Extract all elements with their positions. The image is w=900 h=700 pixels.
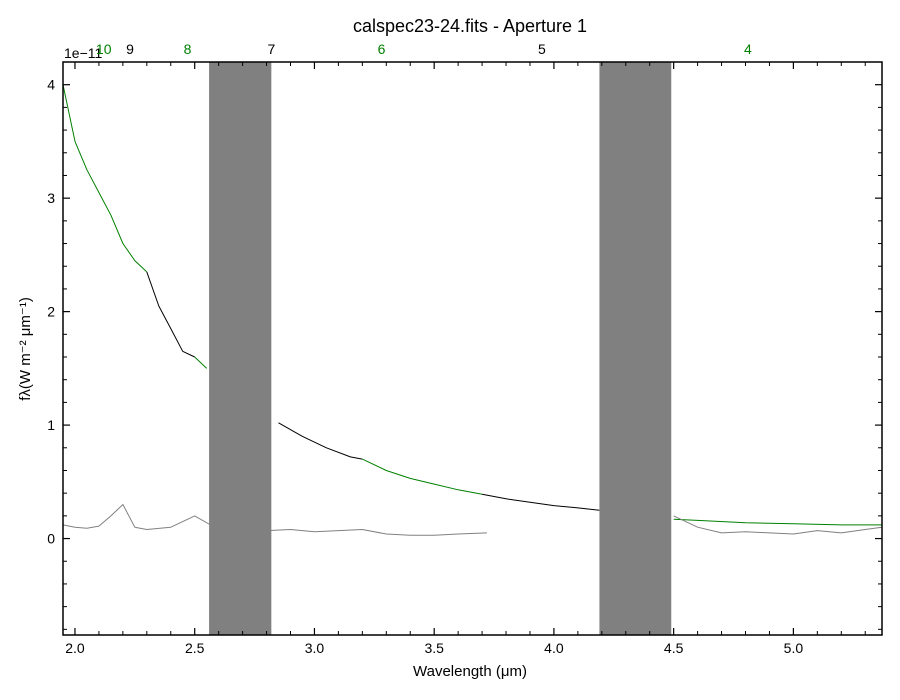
y-tick-label: 0 bbox=[47, 531, 55, 547]
order-labels: 10 9 8 7 6 5 4 bbox=[96, 41, 752, 57]
order-label: 9 bbox=[126, 41, 134, 57]
x-tick-label: 3.5 bbox=[424, 640, 444, 656]
y-offset-label: 1e−11 bbox=[64, 45, 102, 61]
order-label: 4 bbox=[744, 41, 752, 57]
series-line-4 bbox=[278, 422, 363, 460]
y-tick-label: 1 bbox=[47, 417, 55, 433]
series-line-2 bbox=[146, 271, 195, 358]
series-line-3 bbox=[194, 356, 208, 369]
x-tick-label: 2.0 bbox=[65, 640, 85, 656]
series-line-5 bbox=[362, 458, 483, 495]
series-line-8 bbox=[63, 504, 487, 536]
order-label: 6 bbox=[378, 41, 386, 57]
plot-area bbox=[63, 62, 882, 635]
order-label: 7 bbox=[267, 41, 275, 57]
order-label: 10 bbox=[96, 41, 112, 57]
y-tick-label: 2 bbox=[47, 304, 55, 320]
axes: 2.0 2.5 3.0 3.5 4.0 4.5 5.0 0 1 2 3 4 bbox=[47, 61, 883, 656]
x-tick-label: 4.5 bbox=[664, 640, 684, 656]
shaded-band-1 bbox=[209, 62, 272, 635]
series-line-1 bbox=[63, 84, 148, 273]
plot-content bbox=[63, 62, 882, 635]
y-axis-label: fλ(W m⁻² μm⁻¹) bbox=[17, 297, 34, 401]
order-label: 5 bbox=[538, 41, 546, 57]
y-tick-label: 4 bbox=[47, 77, 55, 93]
x-axis-label: Wavelength (μm) bbox=[413, 663, 527, 680]
order-label: 8 bbox=[184, 41, 192, 57]
series-line-7 bbox=[673, 518, 882, 526]
shaded-band-2 bbox=[599, 62, 672, 635]
x-tick-label: 5.0 bbox=[784, 640, 804, 656]
plot-frame bbox=[62, 61, 883, 636]
series-line-6 bbox=[482, 493, 600, 511]
x-tick-label: 4.0 bbox=[544, 640, 564, 656]
series-line-9 bbox=[673, 515, 882, 535]
x-tick-label: 3.0 bbox=[305, 640, 325, 656]
y-tick-label: 3 bbox=[47, 190, 55, 206]
chart-title: calspec23-24.fits - Aperture 1 bbox=[353, 16, 587, 36]
x-tick-label: 2.5 bbox=[185, 640, 205, 656]
